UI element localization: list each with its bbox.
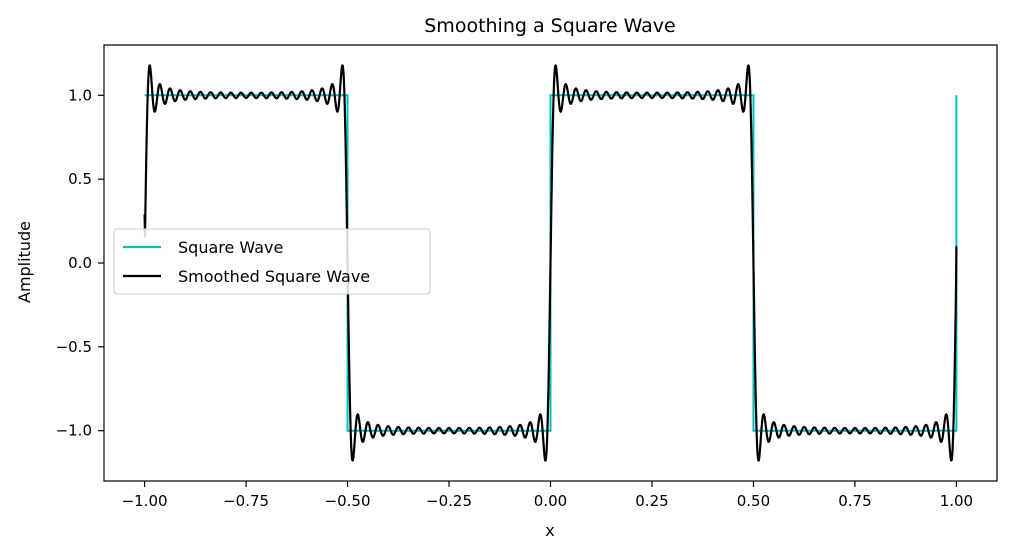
legend: Square Wave Smoothed Square Wave (113, 228, 431, 295)
y-axis-label: Amplitude (15, 221, 34, 303)
x-tick-label: 0.50 (737, 492, 770, 510)
x-tick-label: 0.75 (838, 492, 871, 510)
x-axis-ticks: −1.00 −0.75 −0.50 −0.25 0.00 0.25 0.50 0.75 1.00 (122, 481, 973, 510)
x-tick-label: −0.25 (426, 492, 472, 510)
x-tick-label: 0.00 (534, 492, 567, 510)
y-tick-label: −0.5 (56, 338, 92, 356)
y-tick-label: −1.0 (56, 422, 92, 440)
legend-label: Square Wave (178, 238, 283, 257)
x-tick-label: 0.25 (635, 492, 668, 510)
chart-title: Smoothing a Square Wave (424, 15, 676, 37)
y-tick-label: 0.5 (68, 170, 92, 188)
legend-box (113, 228, 431, 295)
x-tick-label: −0.50 (325, 492, 371, 510)
y-axis-ticks: −1.0 −0.5 0.0 0.5 1.0 (56, 86, 104, 440)
x-tick-label: 1.00 (940, 492, 973, 510)
y-tick-label: 0.0 (68, 254, 92, 272)
y-tick-label: 1.0 (68, 86, 92, 104)
x-tick-label: −0.75 (223, 492, 269, 510)
x-tick-label: −1.00 (122, 492, 168, 510)
legend-label: Smoothed Square Wave (178, 267, 370, 286)
x-axis-label: x (545, 521, 554, 540)
series-smoothed-square-wave-line (143, 64, 958, 462)
